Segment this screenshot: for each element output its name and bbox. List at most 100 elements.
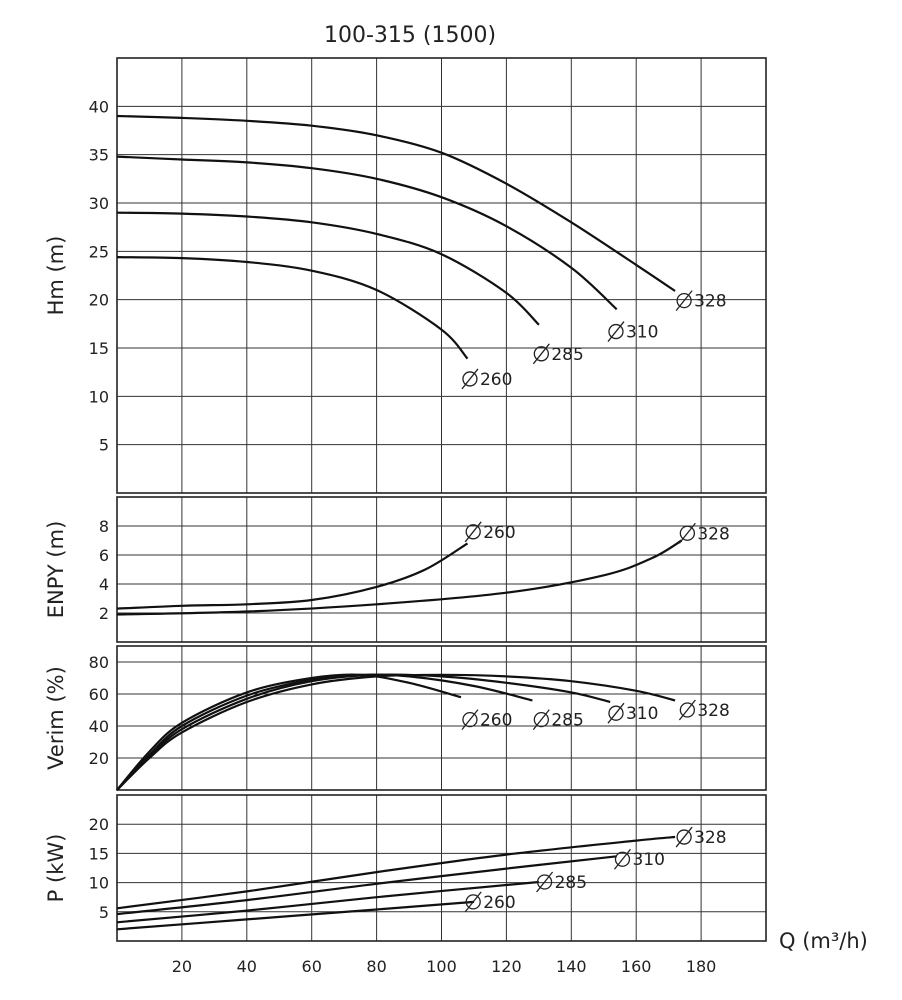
diameter-symbol-icon <box>676 829 692 845</box>
y-tick-label: 5 <box>99 436 109 455</box>
x-tick-label: 100 <box>426 957 457 976</box>
diameter-label-text: 328 <box>697 701 729 721</box>
diameter-label-text: 285 <box>551 711 583 731</box>
diameter-label-text: 328 <box>694 828 726 848</box>
y-tick-label: 40 <box>89 717 109 736</box>
diameter-label-text: 260 <box>480 370 512 390</box>
y-axis-label: Hm (m) <box>44 236 68 316</box>
diameter-symbol-icon <box>608 705 624 721</box>
y-axis-label: P (kW) <box>44 834 68 903</box>
diameter-label: 328 <box>678 699 730 721</box>
diameter-label: 310 <box>607 702 658 724</box>
diameter-label: 310 <box>613 848 665 870</box>
panel-frame <box>116 645 767 791</box>
diameter-symbol-icon <box>608 323 624 340</box>
y-tick-label: 40 <box>89 97 109 116</box>
diameter-label-text: 310 <box>626 323 658 343</box>
diameter-label-text: 310 <box>626 704 658 724</box>
curve-power-260 <box>116 900 475 931</box>
curve-power-285 <box>116 880 540 924</box>
panel-head: 5 10 15 20 25 30 35 40 Hm (m) 328 310 285 260 <box>44 57 767 494</box>
y-tick-label: 10 <box>89 387 109 406</box>
diameter-symbol-stroke <box>607 321 625 342</box>
diameter-label: 328 <box>678 522 730 544</box>
y-axis-label: Verim (%) <box>44 666 68 770</box>
panel-frame <box>116 57 767 494</box>
panel-efficiency: 20 40 60 80 Verim (%) 260 285 310 328 <box>44 645 767 791</box>
diameter-symbol-icon <box>533 711 549 728</box>
diameter-label: 285 <box>536 871 587 893</box>
x-tick-label: 180 <box>686 957 717 976</box>
diameter-label-text: 285 <box>555 873 587 893</box>
y-tick-label: 35 <box>89 146 109 165</box>
curve-efficiency-285 <box>116 673 533 791</box>
x-tick-label: 60 <box>302 957 322 976</box>
y-tick-label: 20 <box>89 815 109 834</box>
panel-frame <box>116 794 767 942</box>
x-tick-label: 40 <box>237 957 257 976</box>
panels-layer: 5 10 15 20 25 30 35 40 Hm (m) 328 310 285 260 2 4 6 8 ENP… <box>44 57 767 942</box>
diameter-label-text: 285 <box>551 345 583 365</box>
diameter-symbol-icon <box>462 711 478 728</box>
x-tick-label: 140 <box>556 957 587 976</box>
y-tick-label: 8 <box>99 517 109 536</box>
diameter-symbol-icon <box>465 524 481 540</box>
y-tick-label: 10 <box>89 874 109 893</box>
y-tick-label: 80 <box>89 653 109 672</box>
diameter-symbol-stroke <box>675 290 693 312</box>
diameter-label-text: 328 <box>694 292 726 312</box>
curve-head-310 <box>116 155 618 311</box>
diameter-symbol-icon <box>676 292 692 309</box>
x-tick-label: 20 <box>172 957 192 976</box>
y-tick-label: 4 <box>99 575 109 594</box>
diameter-symbol-stroke <box>464 521 482 543</box>
diameter-label: 260 <box>464 521 516 543</box>
y-tick-label: 30 <box>89 194 109 213</box>
diameter-label: 260 <box>461 709 512 731</box>
diameter-label: 260 <box>464 891 516 913</box>
diameter-symbol-stroke <box>675 826 693 848</box>
diameter-symbol-icon <box>536 874 553 890</box>
curve-head-285 <box>116 211 540 326</box>
curve-head-260 <box>116 256 469 360</box>
diameter-symbol-stroke <box>678 699 696 721</box>
x-tick-label: 160 <box>621 957 652 976</box>
y-tick-label: 2 <box>99 604 109 623</box>
y-tick-label: 15 <box>89 339 109 358</box>
diameter-label: 285 <box>532 343 584 365</box>
y-tick-label: 20 <box>89 749 109 768</box>
curve-power-310 <box>116 855 617 916</box>
diameter-symbol-stroke <box>613 848 631 870</box>
diameter-symbol-stroke <box>536 871 554 893</box>
y-tick-label: 5 <box>99 903 109 922</box>
y-tick-label: 15 <box>89 844 109 863</box>
y-tick-label: 60 <box>89 685 109 704</box>
curve-efficiency-310 <box>116 673 611 791</box>
curve-efficiency-328 <box>116 673 676 791</box>
curve-npsh-328 <box>116 539 683 616</box>
x-tick-label: 80 <box>366 957 386 976</box>
y-axis-label: ENPY (m) <box>44 521 68 619</box>
diameter-symbol-stroke <box>464 891 482 913</box>
diameter-label: 260 <box>461 368 512 390</box>
diameter-label: 310 <box>607 321 658 343</box>
diameter-symbol-stroke <box>461 368 479 390</box>
diameter-label-text: 310 <box>632 850 664 870</box>
diameter-symbol-icon <box>462 371 478 387</box>
panel-frame <box>116 496 767 643</box>
diameter-label: 328 <box>675 290 727 312</box>
panel-power: 5 10 15 20 P (kW) 328 310 285 260 <box>44 794 767 942</box>
diameter-symbol-icon <box>533 346 549 362</box>
diameter-symbol-stroke <box>532 343 550 365</box>
diameter-label-text: 328 <box>697 524 729 544</box>
y-tick-label: 25 <box>89 242 109 261</box>
diameter-symbol-icon <box>679 702 696 718</box>
diameter-symbol-stroke <box>678 522 696 544</box>
x-tick-label: 120 <box>491 957 522 976</box>
diameter-label-text: 260 <box>480 711 512 731</box>
diameter-symbol-stroke <box>461 709 479 731</box>
panel-npsh: 2 4 6 8 ENPY (m) 260 328 <box>44 496 767 643</box>
diameter-symbol-icon <box>614 851 631 867</box>
